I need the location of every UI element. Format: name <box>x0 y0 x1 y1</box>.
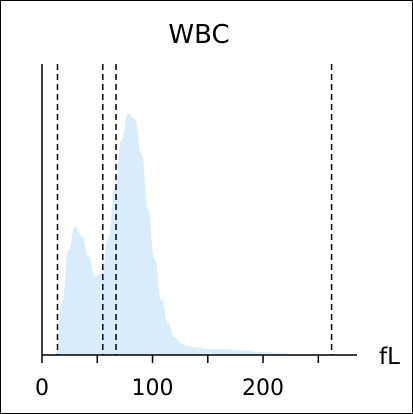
wbc-distribution-area <box>55 113 302 355</box>
chart-title: WBC <box>168 20 229 50</box>
x-tick-label-0: 0 <box>35 376 49 401</box>
x-axis-unit-label: fL <box>379 344 400 370</box>
x-tick-label-200: 200 <box>242 376 284 401</box>
x-tick-label-100: 100 <box>132 376 174 401</box>
